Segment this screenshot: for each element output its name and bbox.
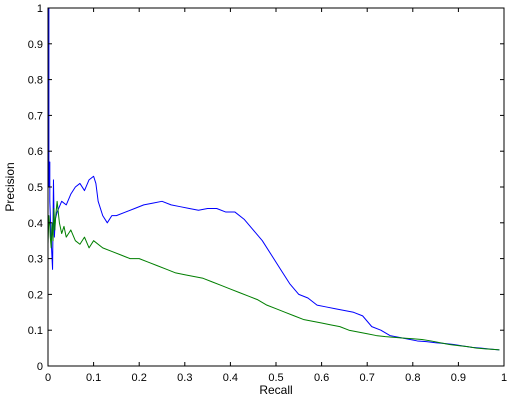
x-tick-label: 0.7 xyxy=(360,372,375,384)
x-tick-label: 0.2 xyxy=(132,372,147,384)
x-tick-label: 0 xyxy=(45,372,51,384)
x-tick-label: 0.1 xyxy=(86,372,101,384)
x-tick-label: 0.9 xyxy=(451,372,466,384)
y-tick-label: 0.8 xyxy=(28,75,43,87)
y-tick-label: 0.5 xyxy=(28,182,43,194)
y-tick-label: 0 xyxy=(37,361,43,373)
x-tick-label: 0.6 xyxy=(314,372,329,384)
x-tick-label: 0.3 xyxy=(177,372,192,384)
x-tick-label: 0.8 xyxy=(405,372,420,384)
y-tick-label: 0.1 xyxy=(28,325,43,337)
x-axis-label: Recall xyxy=(259,383,292,397)
y-tick-label: 0.7 xyxy=(28,110,43,122)
x-tick-label: 0.4 xyxy=(223,372,238,384)
y-tick-label: 0.9 xyxy=(28,39,43,51)
y-axis-label: Precision xyxy=(3,162,17,211)
y-tick-label: 0.6 xyxy=(28,146,43,158)
y-tick-label: 0.3 xyxy=(28,254,43,266)
y-tick-label: 0.4 xyxy=(28,218,43,230)
x-tick-label: 1 xyxy=(501,372,507,384)
y-tick-label: 1 xyxy=(37,3,43,15)
y-tick-label: 0.2 xyxy=(28,289,43,301)
